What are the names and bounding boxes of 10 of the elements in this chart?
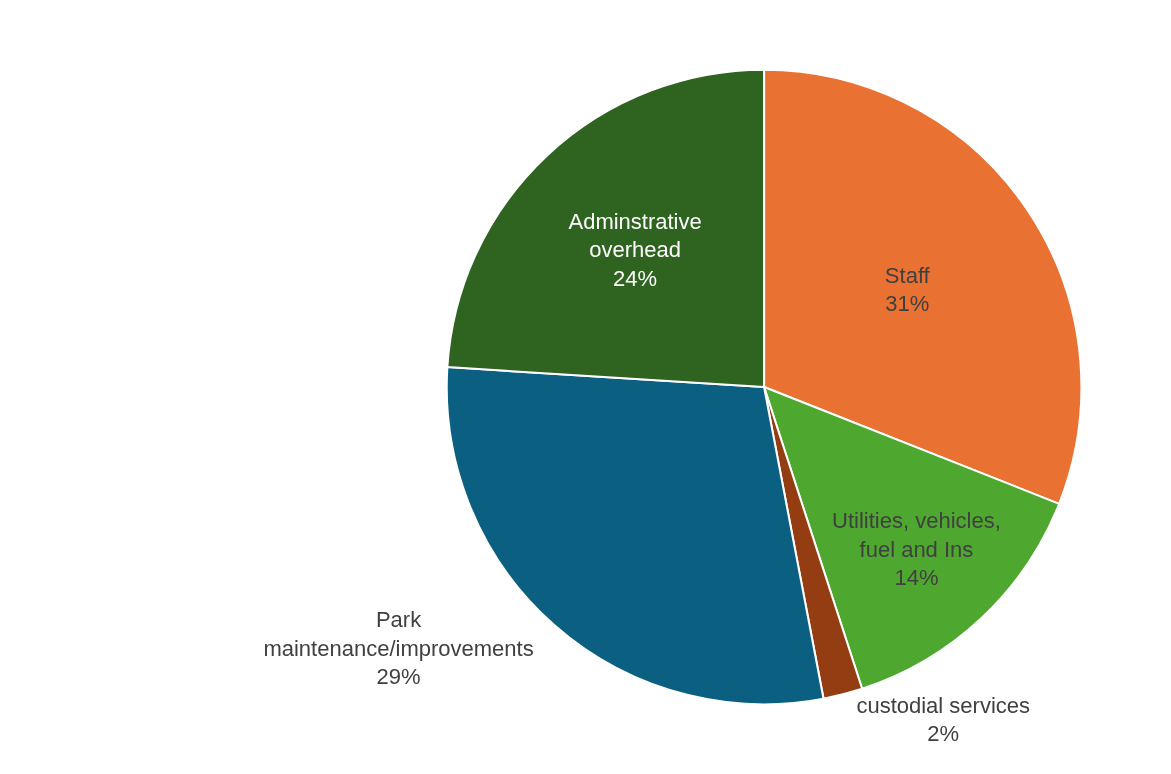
slice-label: Adminstrative overhead [568,208,702,263]
slice-label: Utilities, vehicles, fuel and Ins [832,508,1001,562]
data-label: 14% [894,565,939,591]
data-label: 2% [927,721,960,747]
data-label: 29% [376,664,421,690]
data-label: 31% [885,291,930,317]
slice-label: Park maintenance/improvements [263,607,534,661]
slice-label: custodial services [856,692,1031,718]
data-label: 24% [613,265,658,291]
slice-label: Staff [884,262,931,288]
